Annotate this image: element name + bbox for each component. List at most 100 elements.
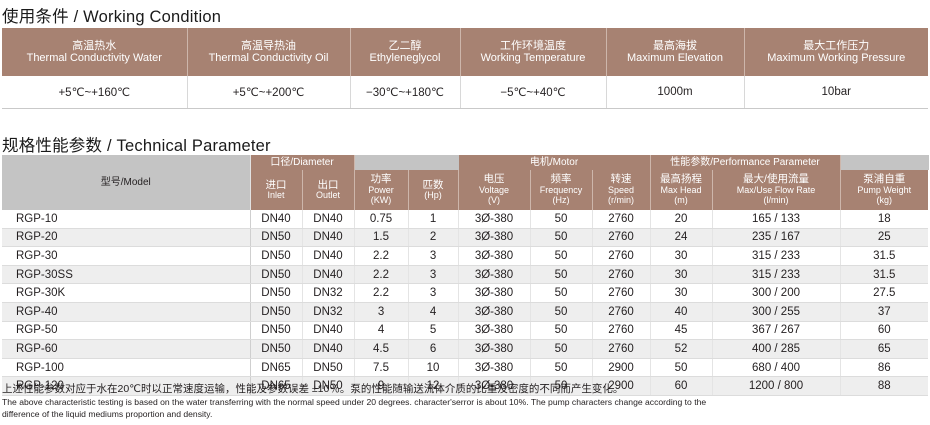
tp-group-performance: 性能参数/Performance Parameter: [650, 155, 841, 170]
cell-hp: 2: [408, 228, 459, 248]
cell-power: 2.2: [354, 283, 409, 303]
tp-group-header-row: 型号/Model 口径/Diameter 电机/Motor 性能参数/Perfo…: [2, 155, 929, 210]
cell-flow-rate: 165 / 133: [712, 210, 841, 229]
cell-hp: 3: [408, 265, 459, 285]
table-row: RGP-30 DN50 DN40 2.2 3 3Ø-380 50 2760 30 315 / 23…: [2, 246, 929, 266]
wc-header-max-pressure-cn: 最大工作压力: [803, 39, 870, 52]
cell-weight: 18: [840, 210, 929, 229]
cell-outlet: DN40: [302, 246, 355, 266]
tp-header-power-cn: 功率: [370, 173, 392, 186]
cell-outlet: DN40: [302, 265, 355, 285]
tp-header-voltage: 电压 Voltage (V): [458, 170, 531, 210]
cell-max-head: 50: [650, 358, 713, 378]
wc-header-working-temperature: 工作环境温度 Working Temperature: [460, 28, 607, 76]
wc-header-working-temperature-cn: 工作环境温度: [500, 39, 566, 52]
cell-frequency: 50: [530, 210, 593, 229]
cell-speed: 2760: [592, 228, 651, 248]
tp-header-speed: 转速 Speed (r/min): [592, 170, 651, 210]
cell-power: 0.75: [354, 210, 409, 229]
tp-header-power-unit: (KW): [370, 195, 392, 206]
tp-header-weight-cn: 泵浦自重: [863, 173, 906, 186]
tp-group-spacer-right: [840, 155, 929, 170]
table-row: RGP-60 DN50 DN40 4.5 6 3Ø-380 50 2760 52 400 / 28…: [2, 339, 929, 359]
cell-outlet: DN32: [302, 283, 355, 303]
table-row: RGP-30SS DN50 DN40 2.2 3 3Ø-380 50 2760 30 315 / …: [2, 265, 929, 285]
tp-header-weight-en: Pump Weight: [857, 184, 912, 195]
table-row: RGP-30K DN50 DN32 2.2 3 3Ø-380 50 2760 30 300 / 2…: [2, 283, 929, 303]
cell-flow-rate: 680 / 400: [712, 358, 841, 378]
cell-frequency: 50: [530, 376, 593, 396]
cell-inlet: DN50: [250, 246, 303, 266]
working-condition-title: 使用条件 / Working Condition: [2, 8, 222, 26]
technical-parameter-table: 型号/Model 口径/Diameter 电机/Motor 性能参数/Perfo…: [2, 155, 929, 396]
cell-outlet: DN40: [302, 339, 355, 359]
tp-header-frequency: 频率 Frequency (Hz): [530, 170, 593, 210]
tp-header-voltage-cn: 电压: [483, 173, 505, 186]
cell-inlet: DN50: [250, 228, 303, 248]
cell-power: 3: [354, 302, 409, 322]
cell-weight: 31.5: [840, 246, 929, 266]
cell-frequency: 50: [530, 246, 593, 266]
cell-inlet: DN50: [250, 265, 303, 285]
tp-header-frequency-unit: (Hz): [552, 195, 570, 206]
cell-weight: 25: [840, 228, 929, 248]
cell-frequency: 50: [530, 339, 593, 359]
wc-value-ethyleneglycol: −30℃~+180℃: [350, 76, 461, 109]
wc-header-thermal-water-cn: 高温热水: [72, 39, 117, 52]
cell-weight: 27.5: [840, 283, 929, 303]
wc-header-max-elevation-en: Maximum Elevation: [627, 52, 723, 64]
cell-hp: 6: [408, 339, 459, 359]
wc-header-thermal-oil-cn: 高温导热油: [241, 39, 296, 52]
tp-header-weight-unit: (kg): [876, 195, 893, 206]
tp-header-hp-unit: (Hp): [424, 190, 442, 200]
cell-power: 4.5: [354, 339, 409, 359]
cell-voltage: 3Ø-380: [458, 265, 531, 285]
tp-header-max-head-en: Max Head: [660, 184, 702, 195]
cell-flow-rate: 235 / 167: [712, 228, 841, 248]
cell-weight: 60: [840, 321, 929, 341]
wc-value-thermal-water: +5℃~+160℃: [2, 76, 188, 109]
cell-outlet: DN50: [302, 358, 355, 378]
tp-group-spacer-left: [354, 155, 459, 170]
cell-voltage: 3Ø-380: [458, 283, 531, 303]
cell-hp: 5: [408, 321, 459, 341]
cell-outlet: DN50: [302, 376, 355, 396]
cell-power: 4: [354, 321, 409, 341]
tp-header-voltage-unit: (V): [488, 195, 501, 206]
working-condition-value-row: +5℃~+160℃ +5℃~+200℃ −30℃~+180℃ −5℃~+40℃ …: [2, 76, 928, 109]
wc-header-ethyleneglycol-en: Ethyleneglycol: [369, 52, 441, 64]
tp-header-inlet-en: Inlet: [267, 190, 285, 200]
tp-header-outlet-cn: 出口: [317, 178, 339, 191]
cell-flow-rate: 300 / 255: [712, 302, 841, 322]
cell-voltage: 3Ø-380: [458, 321, 531, 341]
cell-speed: 2900: [592, 376, 651, 396]
wc-header-max-pressure: 最大工作压力 Maximum Working Pressure: [744, 28, 928, 76]
cell-speed: 2760: [592, 210, 651, 229]
working-condition-table: 高温热水 Thermal Conductivity Water 高温导热油 Th…: [2, 28, 928, 109]
cell-power: 2.2: [354, 246, 409, 266]
working-condition-header-row: 高温热水 Thermal Conductivity Water 高温导热油 Th…: [2, 28, 928, 76]
tp-header-hp: 匹数 (Hp): [408, 170, 459, 210]
cell-speed: 2760: [592, 265, 651, 285]
cell-flow-rate: 300 / 200: [712, 283, 841, 303]
cell-weight: 31.5: [840, 265, 929, 285]
tp-header-hp-cn: 匹数: [422, 178, 444, 191]
tp-group-diameter: 口径/Diameter: [250, 155, 355, 170]
footnote-chinese: 上述性能参数对应于水在20℃时以正常速度运输，性能及参数误差 ±10％。泵的性能…: [2, 383, 624, 395]
footnote-english-line2: difference of the liquid mediums proport…: [2, 409, 213, 419]
wc-value-max-elevation: 1000m: [606, 76, 745, 109]
cell-frequency: 50: [530, 265, 593, 285]
cell-voltage: 3Ø-380: [458, 302, 531, 322]
cell-voltage: 3Ø-380: [458, 210, 531, 229]
tp-header-power-en: Power: [368, 184, 394, 195]
wc-header-max-elevation-cn: 最高海拔: [653, 39, 697, 52]
cell-speed: 2760: [592, 339, 651, 359]
cell-inlet: DN50: [250, 302, 303, 322]
cell-max-head: 30: [650, 246, 713, 266]
cell-speed: 2760: [592, 246, 651, 266]
cell-weight: 65: [840, 339, 929, 359]
cell-outlet: DN40: [302, 321, 355, 341]
cell-flow-rate: 315 / 233: [712, 246, 841, 266]
wc-header-thermal-oil: 高温导热油 Thermal Conductivity Oil: [187, 28, 351, 76]
